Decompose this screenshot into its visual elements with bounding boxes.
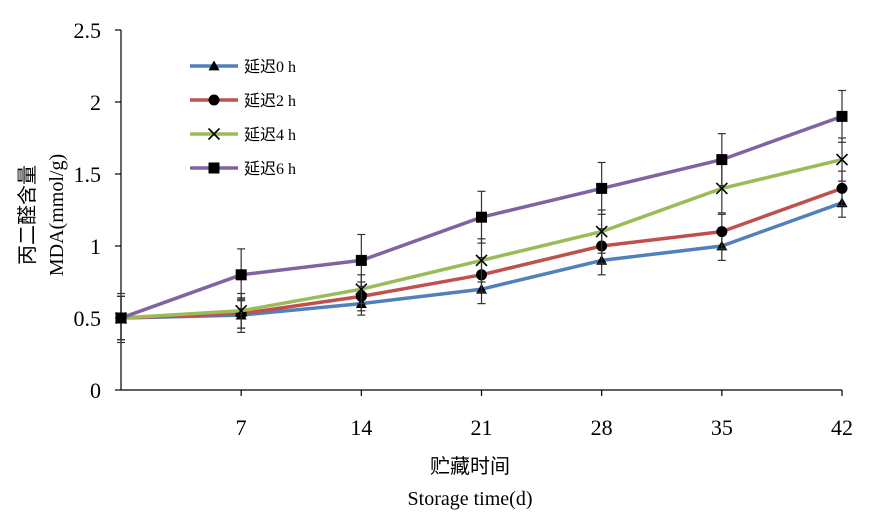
legend-label: 延迟2 h (244, 92, 296, 110)
x-tick-label: 7 (236, 415, 247, 440)
marker-square (716, 154, 728, 166)
legend-label: 延迟4 h (244, 126, 296, 144)
x-axis-title-cn: 贮藏时间 (430, 455, 510, 478)
y-ticks: 0 0.5 1 1.5 2 2.5 (74, 18, 121, 403)
legend-label: 延迟0 h (244, 58, 296, 76)
y-tick-label: 2 (90, 90, 101, 115)
series-3 (115, 89, 848, 341)
marker-circle (836, 182, 848, 194)
legend-label: 延迟6 h (244, 160, 296, 178)
series-layer (114, 89, 849, 344)
marker-square (115, 312, 127, 324)
marker-square (355, 254, 367, 266)
marker-square (476, 211, 487, 223)
x-tick-label: 42 (831, 415, 853, 440)
y-tick-label: 1.5 (74, 162, 102, 187)
marker-square (208, 162, 220, 174)
x-tick-label: 21 (471, 415, 493, 440)
x-ticks: 7 14 21 28 35 42 (236, 390, 853, 440)
y-axis-title-cn: 丙二醛含量 (16, 165, 39, 265)
marker-x (715, 182, 728, 195)
marker-x (235, 304, 248, 317)
y-tick-label: 1 (90, 234, 101, 259)
y-tick-label: 2.5 (74, 18, 102, 43)
marker-triangle (208, 60, 220, 71)
marker-square (596, 182, 608, 194)
y-axis-title-en: MDA(mmol/g) (46, 154, 68, 276)
marker-x (475, 254, 488, 267)
marker-x (835, 153, 849, 166)
x-tick-label: 35 (711, 415, 733, 440)
y-tick-label: 0.5 (74, 306, 102, 331)
marker-x (207, 127, 221, 141)
marker-square (836, 110, 848, 122)
y-tick-label: 0 (90, 378, 101, 403)
legend: 延迟0 h 延迟2 h 延迟4 h 延迟6 h (190, 58, 296, 178)
marker-x (355, 283, 368, 296)
marker-x (595, 225, 608, 238)
marker-circle (716, 226, 728, 238)
marker-circle (208, 94, 220, 106)
x-axis-title-en: Storage time(d) (408, 488, 533, 510)
marker-square (235, 269, 247, 281)
x-tick-label: 28 (591, 415, 613, 440)
x-tick-label: 14 (350, 415, 372, 440)
